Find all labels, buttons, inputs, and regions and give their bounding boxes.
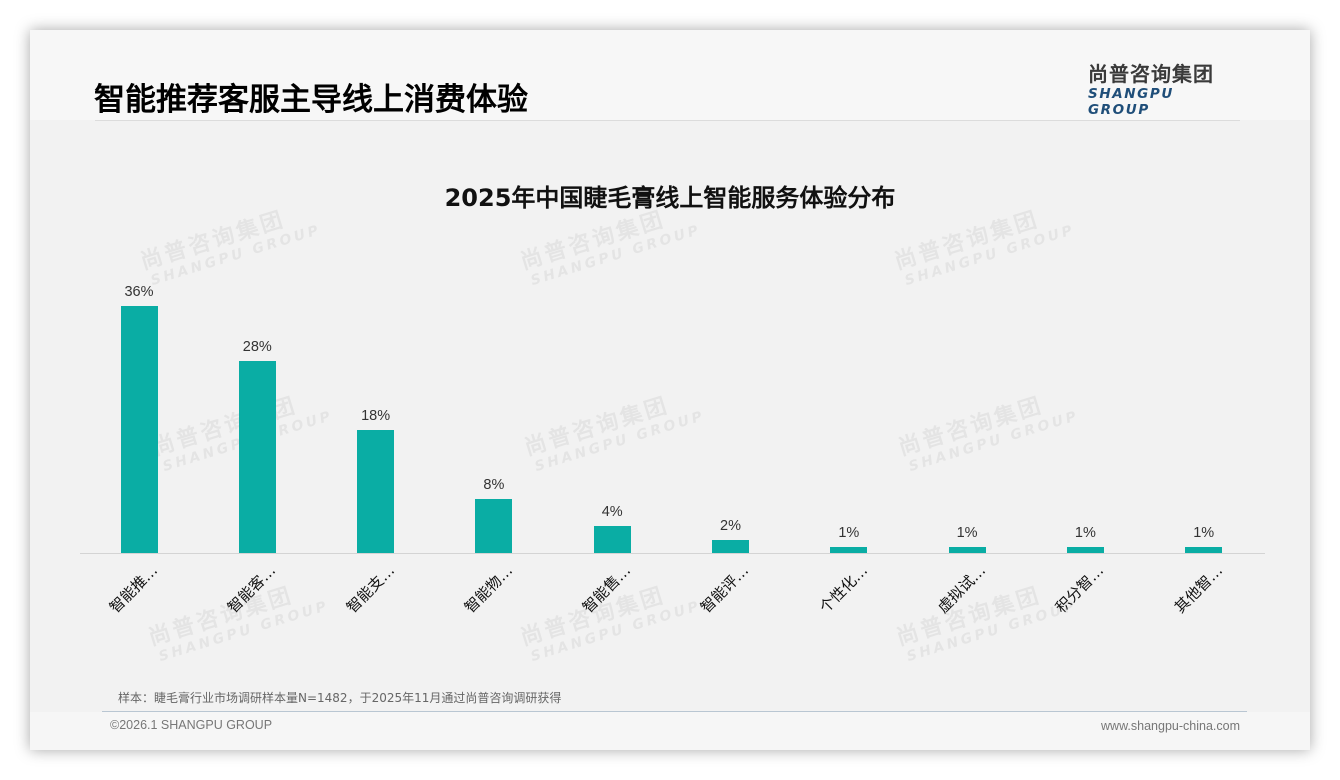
x-axis-labels: 智能推… 智能客… 智能支… 智能物… 智能售… 智能评… 个性化… 虚拟试… 积分智… 其他智… — [80, 560, 1265, 620]
bar-group: 1% — [1066, 270, 1104, 554]
bar-group: 1% — [1185, 270, 1223, 554]
bar-group: 1% — [948, 270, 986, 554]
slide-card: 智能推荐客服主导线上消费体验 尚普咨询集团 SHANGPU GROUP 尚普咨询… — [30, 30, 1310, 750]
bar — [948, 547, 986, 554]
x-tick-label: 虚拟试… — [934, 561, 990, 617]
bar-value-label: 1% — [1193, 525, 1215, 542]
bar — [593, 526, 631, 554]
bar-value-label: 2% — [720, 518, 741, 535]
header: 智能推荐客服主导线上消费体验 尚普咨询集团 SHANGPU GROUP — [30, 30, 1310, 120]
page-title: 智能推荐客服主导线上消费体验 — [94, 82, 528, 118]
x-axis-line — [80, 553, 1265, 554]
bar — [1185, 547, 1223, 554]
x-tick-label: 智能客… — [224, 561, 280, 617]
x-tick-label: 智能评… — [697, 561, 753, 617]
bar-group: 28% — [238, 270, 276, 554]
x-tick-label: 智能物… — [460, 561, 517, 617]
bar-group: 2% — [712, 270, 749, 554]
x-tick-label: 积分智… — [1052, 561, 1108, 617]
bar — [712, 540, 749, 554]
bar-group: 1% — [830, 270, 868, 554]
x-tick-label: 智能支… — [342, 561, 398, 617]
x-tick-label: 智能推… — [105, 561, 162, 617]
bar — [238, 360, 276, 554]
bar-chart-plot: 36% 28% 18% 8% 4% 2% 1% 1% 1% 1% — [80, 270, 1265, 554]
copyright-text: ©2026.1 SHANGPU GROUP — [110, 718, 273, 732]
bar-group: 18% — [357, 270, 395, 554]
logo-cn-text: 尚普咨询集团 — [1088, 62, 1214, 86]
x-tick-label: 个性化… — [815, 561, 871, 617]
bar — [830, 547, 868, 554]
company-logo: 尚普咨询集团 SHANGPU GROUP — [1088, 62, 1238, 118]
footer-divider — [102, 711, 1247, 712]
bar-value-label: 1% — [838, 525, 860, 542]
bar-group: 4% — [593, 270, 631, 554]
bar-value-label: 8% — [483, 476, 505, 493]
bar-value-label: 4% — [601, 504, 623, 521]
bar-group: 36% — [120, 270, 158, 554]
bar — [357, 429, 395, 554]
bar — [120, 305, 158, 554]
x-tick-label: 智能售… — [579, 561, 635, 617]
bar-value-label: 28% — [242, 338, 272, 355]
bar-value-label: 1% — [1074, 525, 1096, 542]
bar-value-label: 18% — [361, 407, 391, 424]
footer — [30, 712, 1310, 750]
bar-value-label: 36% — [124, 283, 154, 300]
chart-title: 2025年中国睫毛膏线上智能服务体验分布 — [444, 184, 896, 212]
bar — [1066, 547, 1104, 554]
bar — [475, 498, 513, 554]
bar-group: 8% — [475, 270, 513, 554]
bar-value-label: 1% — [956, 525, 978, 542]
header-divider — [95, 120, 1240, 121]
sample-note: 样本：睫毛膏行业市场调研样本量N=1482，于2025年11月通过尚普咨询调研获… — [118, 691, 562, 705]
website-link[interactable]: www.shangpu-china.com — [1101, 719, 1240, 733]
x-tick-label: 其他智… — [1170, 561, 1226, 617]
logo-en-text: SHANGPU GROUP — [1088, 86, 1174, 118]
